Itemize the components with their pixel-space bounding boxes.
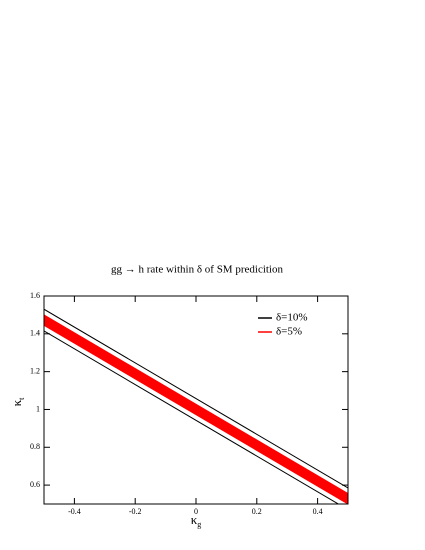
band-fill [44,314,348,504]
x-tick-label: -0.4 [68,507,81,516]
y-axis-symbol: κ [9,399,24,406]
legend-label: δ=5% [276,326,302,338]
y-axis-label: κt [9,397,26,407]
x-axis-symbol: κ [191,512,198,527]
band-edge [44,324,348,504]
x-tick-label: -0.2 [129,507,142,516]
x-axis-label: κg [191,512,202,529]
x-tick-label: 0.4 [313,507,323,516]
y-tick-label: 1.4 [30,329,40,338]
plot-area [44,308,348,504]
band-edge [44,330,340,504]
y-tick-label: 0.8 [30,442,40,451]
chart-title: gg → h rate within δ of SM predicition [111,264,283,276]
legend-label: δ=10% [276,312,308,324]
x-axis-subscript: g [197,520,201,529]
band-edge [44,314,348,495]
y-tick-label: 1.6 [30,291,40,300]
x-tick-label: 0 [194,507,198,516]
band-edge [44,308,348,489]
y-tick-label: 0.6 [30,480,40,489]
x-tick-label: 0.2 [252,507,262,516]
y-tick-label: 1.2 [30,366,40,375]
y-axis-subscript: t [17,397,26,400]
y-tick-label: 1 [36,404,40,413]
